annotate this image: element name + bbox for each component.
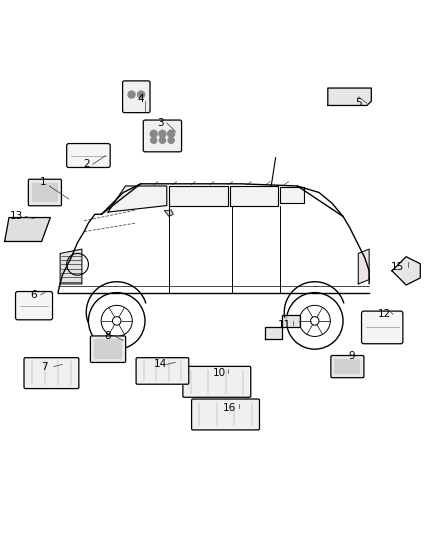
Text: 13: 13 <box>10 212 23 221</box>
Text: 2: 2 <box>83 159 89 169</box>
FancyBboxPatch shape <box>136 358 189 384</box>
Text: 7: 7 <box>42 361 48 372</box>
Bar <box>334 359 360 374</box>
FancyBboxPatch shape <box>183 366 251 397</box>
FancyBboxPatch shape <box>28 179 61 206</box>
Polygon shape <box>5 217 50 241</box>
FancyBboxPatch shape <box>90 336 126 362</box>
Text: 11: 11 <box>278 320 291 330</box>
FancyBboxPatch shape <box>67 143 110 167</box>
Circle shape <box>159 137 166 143</box>
Polygon shape <box>392 257 420 285</box>
Polygon shape <box>165 210 173 216</box>
Text: 9: 9 <box>349 351 355 361</box>
Circle shape <box>150 130 157 137</box>
Text: 10: 10 <box>212 368 226 378</box>
Bar <box>94 340 122 359</box>
Text: 3: 3 <box>157 118 163 128</box>
Bar <box>32 183 58 203</box>
Circle shape <box>168 130 175 137</box>
Text: 4: 4 <box>138 94 144 104</box>
FancyBboxPatch shape <box>24 358 79 389</box>
Text: 1: 1 <box>39 176 46 187</box>
FancyBboxPatch shape <box>191 399 259 430</box>
FancyBboxPatch shape <box>143 120 182 152</box>
Polygon shape <box>358 249 369 284</box>
Text: 5: 5 <box>355 98 362 108</box>
Circle shape <box>128 91 135 98</box>
Polygon shape <box>230 186 278 206</box>
Circle shape <box>151 137 157 143</box>
Circle shape <box>138 91 145 98</box>
Polygon shape <box>169 186 228 206</box>
Circle shape <box>159 130 166 137</box>
Polygon shape <box>108 186 167 212</box>
FancyBboxPatch shape <box>123 81 150 112</box>
Text: 6: 6 <box>31 290 37 300</box>
Text: 8: 8 <box>105 331 111 341</box>
Polygon shape <box>328 88 371 106</box>
Polygon shape <box>280 187 304 204</box>
Polygon shape <box>60 249 82 284</box>
Text: 16: 16 <box>223 403 237 413</box>
Text: 12: 12 <box>378 309 391 319</box>
Circle shape <box>168 137 174 143</box>
Text: 15: 15 <box>391 262 404 271</box>
Polygon shape <box>265 316 300 340</box>
Text: 14: 14 <box>154 359 167 369</box>
FancyBboxPatch shape <box>331 356 364 378</box>
FancyBboxPatch shape <box>15 292 53 320</box>
FancyBboxPatch shape <box>361 311 403 344</box>
